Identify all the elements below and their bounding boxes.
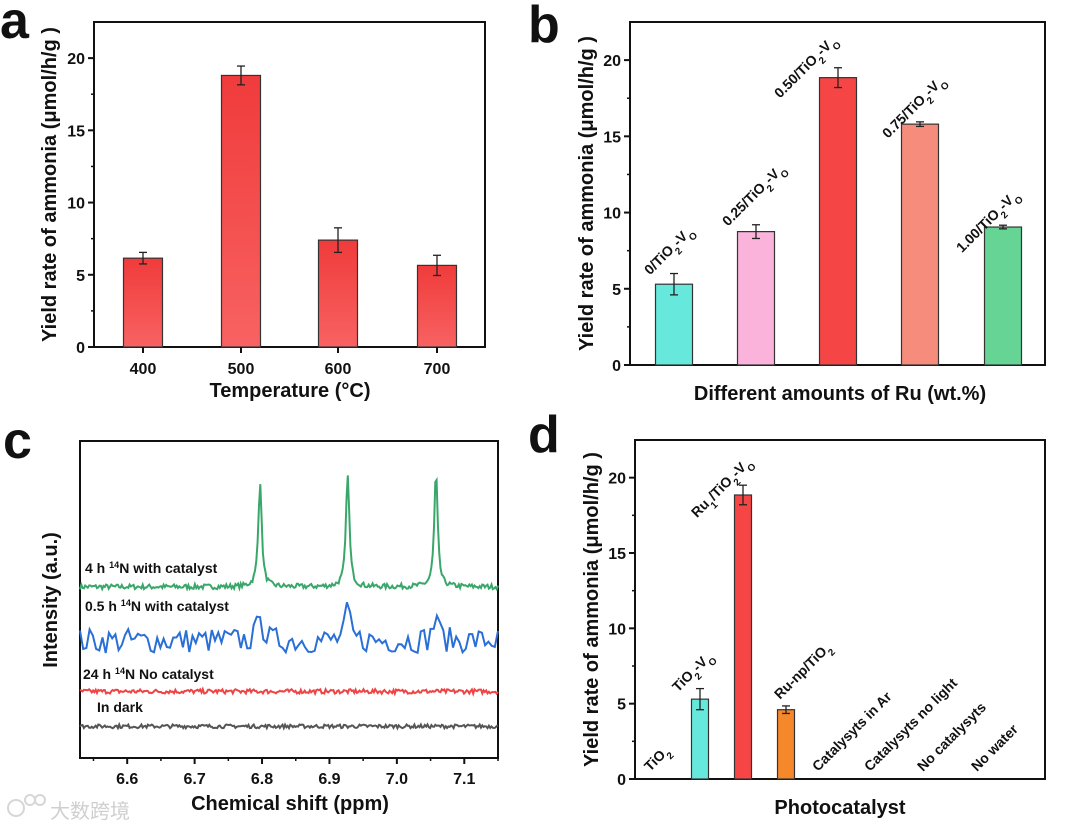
- y-tick-label: 0: [76, 340, 85, 357]
- y-tick-label: 10: [603, 206, 621, 223]
- y-tick-label: 20: [608, 471, 626, 488]
- panel-a-chart: 0 5 10 15 20 400 500 600 700 Yield rate of ammoni…: [39, 21, 486, 402]
- series-label: 4 h 14N with catalyst: [85, 560, 218, 576]
- bar-label: 0/TiO2-VO: [641, 222, 700, 281]
- bar: [220, 74, 262, 348]
- bar: [736, 231, 776, 366]
- panel-b-chart: 051015200/TiO2-VO0.25/TiO2-VO0.50/TiO2-V…: [576, 21, 1046, 405]
- bar: [776, 709, 796, 780]
- plot-frame: [634, 439, 1046, 780]
- bar-label: TiO2-VO: [669, 648, 720, 699]
- spectrum-line: [79, 721, 499, 731]
- watermark-text: 大数跨境: [50, 800, 130, 823]
- spectrum-line: [79, 601, 499, 655]
- bar: [733, 494, 753, 780]
- bar: [317, 239, 359, 348]
- x-tick-label: 700: [424, 361, 451, 378]
- y-tick-label: 20: [67, 51, 85, 68]
- bar-label: 0.25/TiO2-VO: [719, 160, 792, 233]
- y-tick-label: 0: [617, 772, 626, 789]
- bar: [654, 283, 694, 366]
- series-label: 24 h 14N No catalyst: [83, 666, 214, 682]
- x-axis-title: Photocatalyst: [774, 797, 905, 819]
- x-tick-label: 7.0: [386, 771, 408, 788]
- panel-d-chart: 05101520TiO2TiO2-VORu1/TiO2-VORu-np/TiO2…: [581, 439, 1046, 819]
- y-tick-label: 5: [612, 282, 621, 299]
- bar: [983, 226, 1023, 366]
- panel-label-d: d: [528, 406, 560, 464]
- bar-label: Catalysyts no light: [861, 675, 961, 775]
- y-tick-label: 5: [76, 268, 85, 285]
- panel-label-b: b: [528, 0, 560, 54]
- x-axis-title: Chemical shift (ppm): [191, 793, 389, 815]
- x-tick-label: 600: [325, 361, 352, 378]
- x-axis-title: Different amounts of Ru (wt.%): [694, 383, 986, 405]
- panel-c-chart: 6.6 6.7 6.8 6.9 7.0 7.1 4 h 14N with catalyst 0…: [40, 440, 499, 815]
- y-tick-label: 15: [67, 123, 85, 140]
- y-tick-label: 10: [67, 196, 85, 213]
- bar: [900, 123, 940, 366]
- plot-frame: [79, 440, 499, 759]
- y-tick-label: 20: [603, 53, 621, 70]
- y-tick-label: 15: [608, 546, 626, 563]
- y-axis-title: Yield rate of ammonia (μmol/h/g ): [39, 27, 61, 342]
- x-tick-label: 7.1: [453, 771, 475, 788]
- bar: [416, 264, 458, 348]
- x-tick-label: 6.8: [251, 771, 273, 788]
- bar-label: Ru-np/TiO2: [771, 639, 838, 706]
- bar-label: TiO2: [641, 742, 677, 778]
- y-axis-title: Intensity (a.u.): [40, 532, 62, 668]
- x-tick-label: 500: [228, 361, 255, 378]
- x-tick-label: 400: [130, 361, 157, 378]
- panel-label-c: c: [3, 412, 32, 470]
- watermark: 大数跨境: [7, 794, 130, 823]
- x-tick-label: 6.6: [116, 771, 138, 788]
- bar: [818, 77, 858, 366]
- y-tick-label: 15: [603, 129, 621, 146]
- plot-frame: [93, 21, 486, 348]
- bar: [690, 698, 710, 780]
- x-tick-label: 6.9: [318, 771, 340, 788]
- y-axis-title: Yield rate of ammonia (μmol/h/g ): [576, 36, 598, 351]
- x-axis-title: Temperature (°C): [210, 380, 371, 402]
- y-tick-label: 0: [612, 358, 621, 375]
- y-tick-label: 10: [608, 621, 626, 638]
- y-axis-title: Yield rate of ammonia (μmol/h/g ): [581, 452, 603, 767]
- panel-label-a: a: [0, 0, 30, 50]
- spectrum-line: [79, 475, 499, 592]
- y-tick-label: 5: [617, 697, 626, 714]
- spectrum-line: [79, 686, 499, 697]
- series-label: In dark: [97, 699, 143, 715]
- bar-label: No water: [968, 721, 1022, 775]
- series-label: 0.5 h 14N with catalyst: [85, 598, 229, 614]
- x-tick-label: 6.7: [183, 771, 205, 788]
- bar: [122, 257, 164, 348]
